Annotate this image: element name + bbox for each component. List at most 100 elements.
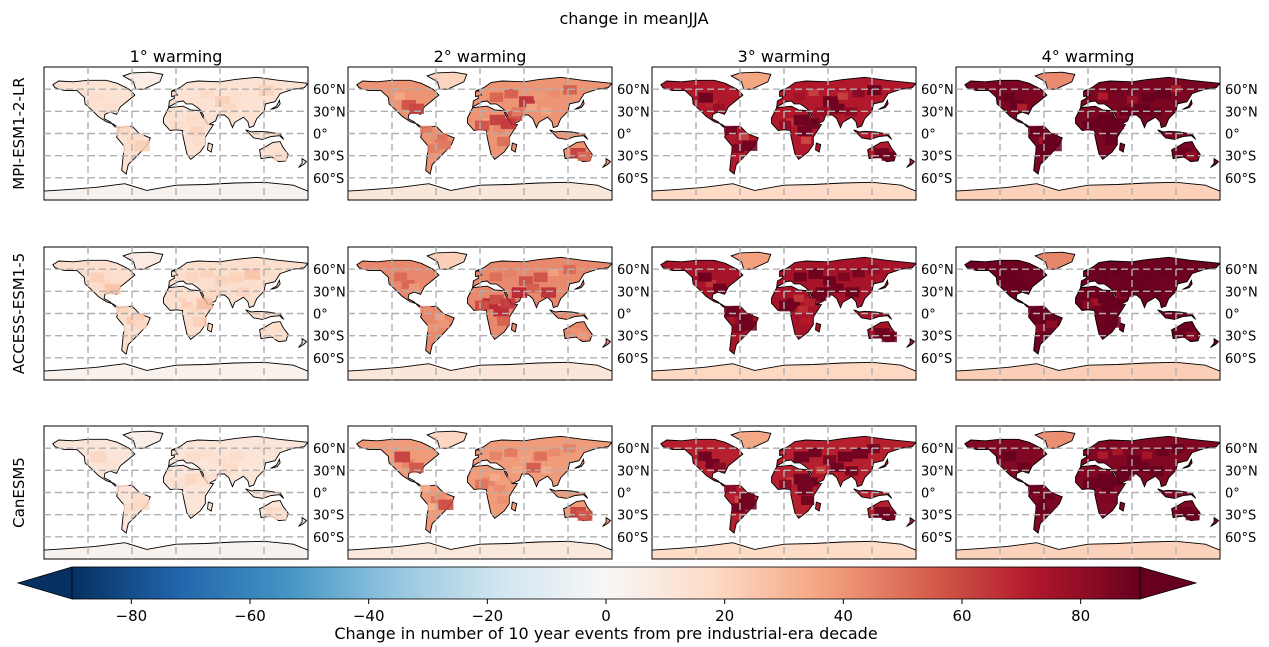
land-north-america xyxy=(964,79,1048,129)
land-north-america xyxy=(356,259,440,309)
data-cell xyxy=(134,499,150,511)
land-north-america xyxy=(52,79,136,129)
column-title: 3° warming xyxy=(738,47,831,66)
land-greenland xyxy=(122,430,164,449)
data-cell xyxy=(1028,484,1042,495)
data-cell xyxy=(130,133,144,143)
data-cell xyxy=(801,136,812,144)
data-cell xyxy=(200,268,214,279)
data-cells xyxy=(1002,265,1197,340)
data-cell xyxy=(823,96,839,108)
data-cell xyxy=(1097,294,1110,304)
column-title: 1° warming xyxy=(130,47,223,66)
data-cell xyxy=(1127,276,1140,285)
data-cell xyxy=(533,272,548,283)
data-cell xyxy=(222,462,238,473)
lat-tick-label: 30°S xyxy=(313,330,344,345)
data-cell xyxy=(823,455,836,465)
data-cell xyxy=(204,470,218,480)
land-japan xyxy=(269,278,281,290)
data-cell xyxy=(731,503,746,513)
data-cell xyxy=(742,320,757,331)
lat-tick-label: 30°N xyxy=(921,464,954,479)
data-cell xyxy=(475,479,489,489)
data-cell xyxy=(489,294,504,305)
land-japan xyxy=(573,278,585,290)
data-cell xyxy=(1185,510,1200,521)
data-cell xyxy=(489,451,503,461)
map-panel: 60°N 30°N 0° 30°S 60°S xyxy=(651,66,954,201)
lat-tick-label: 60°N xyxy=(617,83,650,98)
data-cell xyxy=(438,140,451,150)
data-cell xyxy=(1017,283,1029,292)
data-cell xyxy=(189,305,202,315)
data-cell xyxy=(123,324,134,332)
map-panel: 60°N 30°N 0° 30°S 60°S xyxy=(955,246,1258,381)
data-cell xyxy=(1178,147,1192,157)
colorbar: −80 −60 −40 −20 0 20 40 60 80 xyxy=(16,566,1198,625)
column-title: 2° warming xyxy=(434,47,527,66)
lat-tick-label: 30°N xyxy=(1225,285,1258,300)
data-cell xyxy=(742,499,757,510)
land-madagascar xyxy=(511,142,518,153)
data-cell xyxy=(519,276,533,286)
data-cell xyxy=(1141,451,1153,459)
colorbar-label: Change in number of 10 year events from … xyxy=(334,624,877,643)
data-cell xyxy=(1141,272,1155,282)
data-cell xyxy=(171,120,184,130)
data-cell xyxy=(200,447,214,458)
colorbar-tick-label: 80 xyxy=(1071,607,1090,625)
land-north-america xyxy=(964,259,1048,309)
data-cell xyxy=(431,316,443,325)
lat-tick-label: 60°N xyxy=(1225,263,1258,278)
land-new-zealand xyxy=(298,157,308,168)
lat-tick-label: 60°S xyxy=(617,531,648,546)
data-cell xyxy=(1108,118,1125,130)
data-cell xyxy=(867,85,882,96)
data-cell xyxy=(504,268,517,277)
data-cell xyxy=(1097,272,1110,282)
land-japan xyxy=(877,457,889,469)
land-north-america xyxy=(660,438,744,488)
data-cell xyxy=(116,305,129,315)
data-cell xyxy=(793,114,810,126)
land-madagascar xyxy=(511,322,518,333)
data-cell xyxy=(493,125,506,135)
lat-tick-label: 60°N xyxy=(617,263,650,278)
lat-tick-label: 30°N xyxy=(921,285,954,300)
data-cell xyxy=(1134,462,1149,473)
data-cell xyxy=(1090,298,1101,306)
data-cell xyxy=(508,470,520,478)
lat-tick-label: 60°N xyxy=(313,442,346,457)
lat-tick-label: 60°N xyxy=(313,83,346,98)
land-madagascar xyxy=(815,501,822,512)
lat-tick-label: 0° xyxy=(313,308,328,323)
land-madagascar xyxy=(1119,501,1126,512)
data-cell xyxy=(196,477,210,487)
data-cell xyxy=(222,103,237,114)
data-cell xyxy=(1105,136,1117,146)
lat-tick-label: 30°S xyxy=(1225,509,1256,524)
land-new-zealand xyxy=(298,516,308,527)
data-cell xyxy=(548,268,559,276)
lat-tick-label: 60°S xyxy=(1225,531,1256,546)
data-cell xyxy=(489,272,503,282)
map-panel: 60°N 30°N 0° 30°S 60°S xyxy=(43,66,346,201)
data-cell xyxy=(837,92,848,100)
lat-tick-label: 30°S xyxy=(921,150,952,165)
data-cell xyxy=(497,316,511,326)
lat-tick-label: 0° xyxy=(617,308,632,323)
data-cell xyxy=(185,92,198,101)
data-cell xyxy=(420,125,433,135)
data-cell xyxy=(731,144,745,154)
data-cell xyxy=(489,114,505,126)
land-north-america xyxy=(52,259,136,309)
land-new-zealand xyxy=(1210,157,1220,168)
data-cell xyxy=(1097,473,1114,485)
data-cell xyxy=(229,451,244,462)
data-cell xyxy=(504,447,518,457)
data-cell xyxy=(259,85,275,96)
land-japan xyxy=(877,278,889,290)
data-cell xyxy=(1046,140,1062,152)
land-madagascar xyxy=(207,501,214,512)
